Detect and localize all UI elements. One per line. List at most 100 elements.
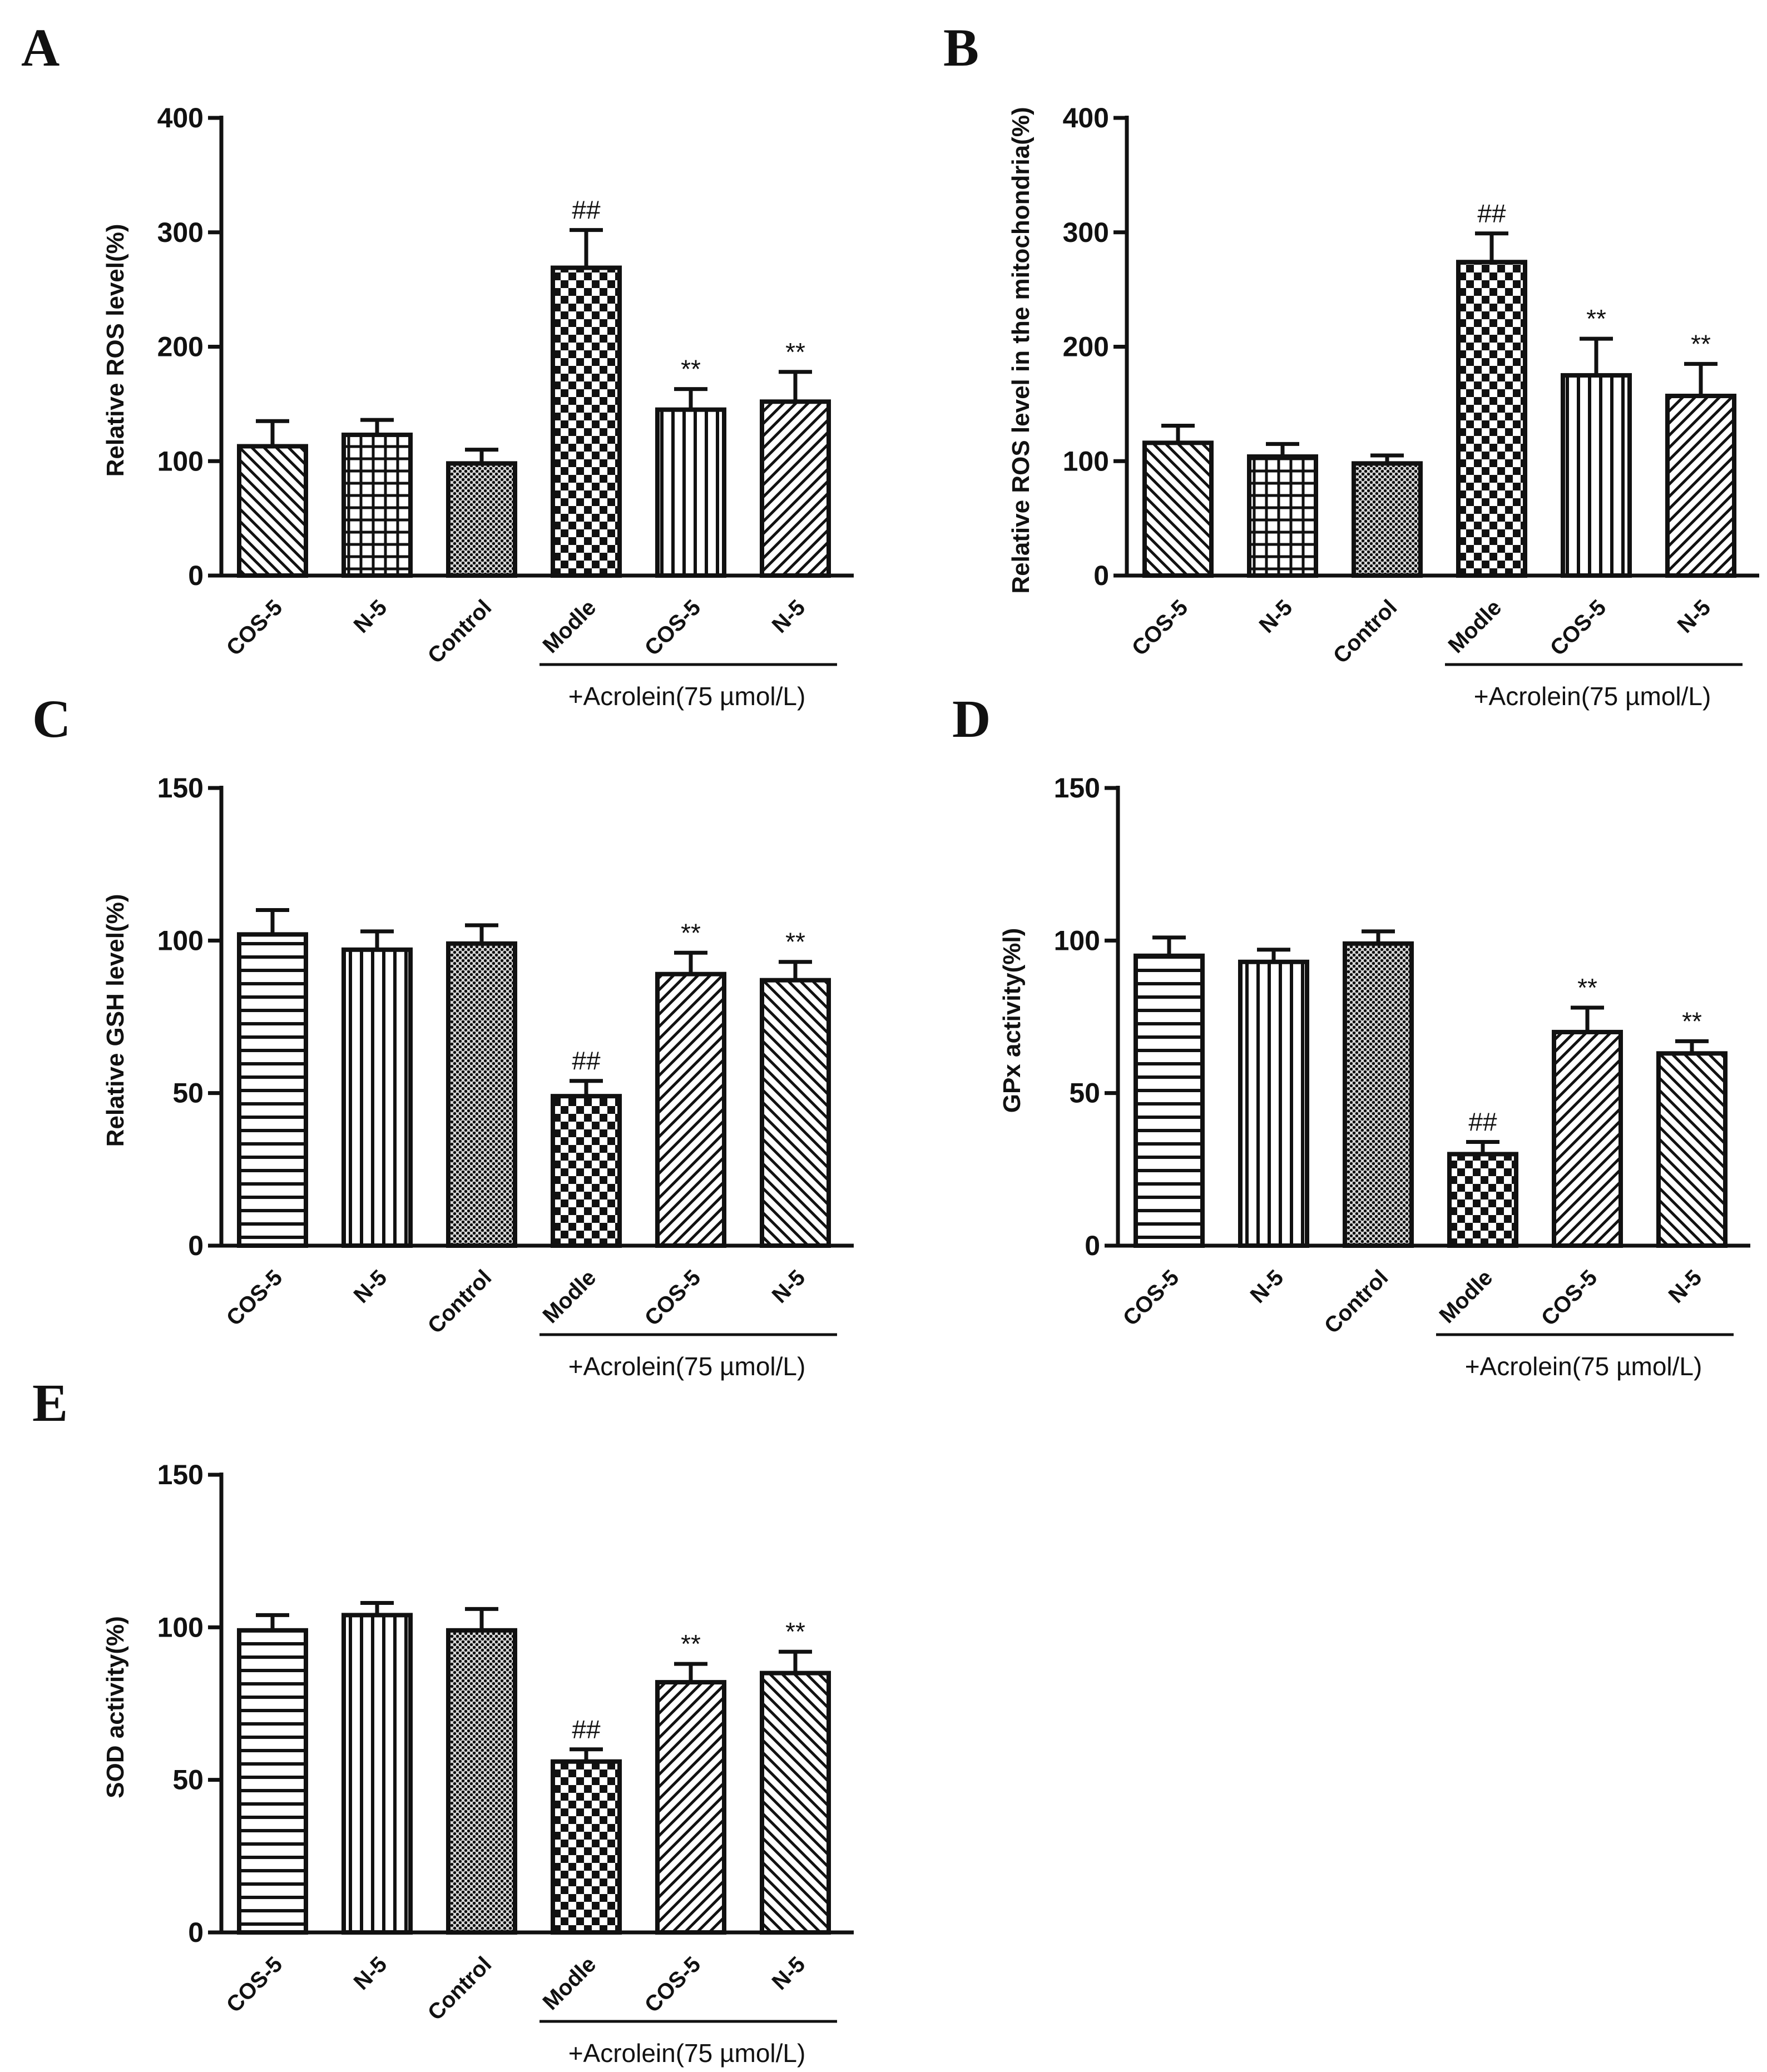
y-tick-label: 50: [172, 1078, 204, 1109]
significance-mark: ##: [1477, 199, 1506, 228]
bar-cos-5: [1552, 1029, 1623, 1248]
y-tick-label: 50: [1069, 1078, 1100, 1109]
y-tick-label: 100: [157, 1612, 204, 1643]
x-tick-label: N-5: [1246, 1265, 1289, 1308]
chart-area: 0 100 200 300 400 COS-5 N-5 Control ## Modle ** COS…: [1063, 102, 1759, 668]
y-tick-label: 0: [1093, 560, 1109, 591]
bar-control: [446, 461, 517, 578]
treatment-label: +Acrolein(75 µmol/L): [1465, 1352, 1702, 1381]
x-tick-label: COS-5: [1546, 595, 1611, 661]
panel-letter: A: [21, 18, 60, 77]
x-tick-label: N-5: [349, 1952, 392, 1995]
panel-letter: C: [32, 689, 71, 749]
chart-area: 0 100 200 300 400 COS-5 N-5 Control ## Modle ** COS…: [157, 102, 854, 668]
significance-mark: **: [681, 355, 701, 384]
x-tick-label: N-5: [349, 595, 392, 638]
bar-n-5: [760, 1671, 831, 1935]
bar-n-5: [341, 947, 413, 1248]
x-tick-label: Modle: [538, 595, 601, 658]
panel-e: E SOD activity(%) +Acrolein(75 µmol/L) 0…: [32, 1373, 854, 2068]
panel-b: B Relative ROS level in the mitochondria…: [943, 18, 1759, 711]
x-tick-label: COS-5: [1127, 595, 1193, 661]
bar-cos-5: [655, 1680, 726, 1935]
y-tick-label: 400: [157, 102, 204, 133]
bar-cos-5: [655, 971, 726, 1248]
x-tick-label: Modle: [538, 1952, 601, 2015]
x-tick-label: Modle: [1435, 1265, 1498, 1328]
y-axis-label: Relative ROS level(%): [102, 224, 129, 477]
x-tick-label: Control: [423, 1265, 497, 1339]
chart-area: 0 50 100 150 COS-5 N-5 Control ## Modle ** COS-5 **…: [1054, 772, 1750, 1339]
significance-mark: **: [785, 1617, 805, 1646]
bar-n-5: [341, 1613, 413, 1935]
y-tick-label: 0: [188, 1917, 204, 1948]
bar-n-5: [1665, 393, 1736, 578]
y-tick-label: 300: [1063, 217, 1109, 248]
significance-mark: **: [681, 918, 701, 947]
y-tick-label: 0: [188, 1230, 204, 1261]
y-tick-label: 100: [1054, 925, 1100, 956]
x-tick-label: N-5: [768, 1952, 810, 1995]
y-tick-label: 100: [1063, 445, 1109, 477]
x-tick-label: Control: [1320, 1265, 1393, 1339]
y-tick-label: 150: [1054, 772, 1100, 804]
x-tick-label: N-5: [1664, 1265, 1707, 1308]
significance-mark: **: [1577, 973, 1597, 1002]
y-tick-label: 400: [1063, 102, 1109, 133]
x-tick-label: N-5: [1673, 595, 1716, 638]
x-tick-label: N-5: [768, 1265, 810, 1308]
x-tick-label: Control: [1329, 595, 1402, 668]
significance-mark: ##: [572, 1715, 601, 1744]
bar-control: [1343, 941, 1414, 1248]
y-tick-label: 50: [172, 1764, 204, 1796]
panel-a: A Relative ROS level(%) +Acrolein(75 µmo…: [21, 18, 854, 711]
x-tick-label: Control: [423, 595, 497, 668]
x-tick-label: N-5: [1255, 595, 1298, 638]
panel-letter: E: [32, 1373, 68, 1432]
bar-modle: [551, 1094, 622, 1248]
bar-cos-5: [1561, 373, 1632, 578]
significance-mark: **: [681, 1629, 701, 1658]
bar-n-5: [1656, 1051, 1728, 1248]
panel-letter: D: [952, 689, 991, 749]
chart-area: 0 50 100 150 COS-5 N-5 Control ## Modle ** COS-5 **…: [157, 1459, 854, 2025]
x-tick-label: N-5: [349, 1265, 392, 1308]
bar-cos-5: [237, 1628, 308, 1935]
bar-cos-5: [1142, 440, 1214, 578]
y-axis-label: SOD activity(%): [102, 1616, 129, 1798]
significance-mark: ##: [572, 196, 601, 225]
x-tick-label: N-5: [768, 595, 810, 638]
bar-modle: [1456, 260, 1527, 578]
y-tick-label: 0: [1085, 1230, 1100, 1261]
y-tick-label: 100: [157, 925, 204, 956]
y-tick-label: 100: [157, 445, 204, 477]
significance-mark: **: [1586, 304, 1606, 333]
y-tick-label: 300: [157, 217, 204, 248]
significance-mark: **: [785, 338, 805, 366]
treatment-label: +Acrolein(75 µmol/L): [568, 1352, 806, 1381]
bar-cos-5: [1134, 953, 1205, 1248]
bar-n-5: [341, 432, 413, 578]
bar-control: [1352, 461, 1423, 578]
significance-mark: ##: [572, 1047, 601, 1075]
panel-letter: B: [943, 18, 979, 77]
treatment-label: +Acrolein(75 µmol/L): [1474, 682, 1711, 711]
x-tick-label: COS-5: [640, 1952, 706, 2018]
x-tick-label: COS-5: [1118, 1265, 1184, 1331]
x-tick-label: COS-5: [640, 1265, 706, 1331]
bar-modle: [551, 1759, 622, 1935]
x-tick-label: COS-5: [1537, 1265, 1602, 1331]
bar-cos-5: [237, 932, 308, 1248]
bar-n-5: [760, 978, 831, 1248]
treatment-label: +Acrolein(75 µmol/L): [568, 2039, 806, 2068]
significance-mark: **: [1691, 329, 1711, 358]
x-tick-label: Control: [423, 1952, 497, 2025]
bar-n-5: [1247, 454, 1318, 578]
bar-control: [446, 1628, 517, 1935]
bar-control: [446, 941, 517, 1248]
y-tick-label: 200: [157, 331, 204, 363]
panel-d: D GPx activity(%l) +Acrolein(75 µmol/L) …: [952, 689, 1750, 1381]
panel-c: C Relative GSH level(%) +Acrolein(75 µmo…: [32, 689, 854, 1381]
y-tick-label: 150: [157, 1459, 204, 1490]
bar-n-5: [760, 399, 831, 578]
